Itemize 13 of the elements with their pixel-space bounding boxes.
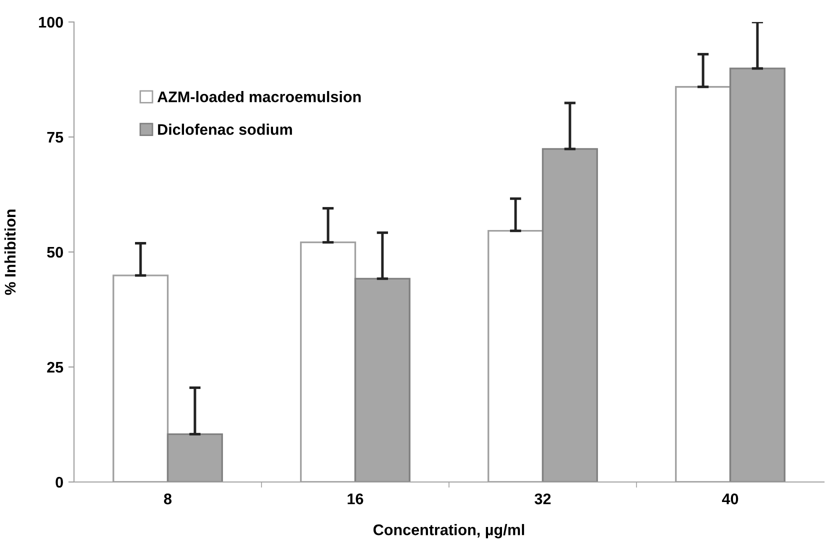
x-tick-label: 8 [164, 494, 172, 504]
x-tick-label: 32 [534, 494, 551, 504]
y-tick-label: 75 [47, 132, 64, 143]
y-axis-title: % Inhibition [4, 210, 16, 295]
x-tick-label: 16 [348, 494, 364, 504]
x-axis-title: Concentration, µg/ml [374, 524, 524, 538]
x-tick-label: 40 [722, 494, 738, 504]
y-tick-label: 0 [56, 476, 63, 488]
legend-label: Diclofenac sodium [158, 124, 292, 135]
y-tick-label: 100 [39, 16, 63, 28]
legend-label: AZM-loaded macroemulsion [157, 91, 361, 102]
y-tick-label: 25 [47, 362, 64, 373]
y-tick-label: 50 [47, 246, 63, 258]
